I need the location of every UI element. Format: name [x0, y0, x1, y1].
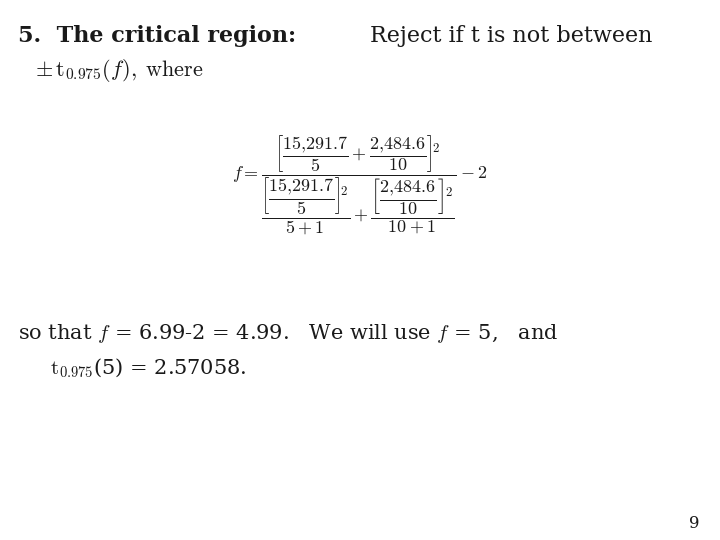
Text: 9: 9: [690, 515, 700, 532]
Text: $\pm\,\mathrm{t}_{0.975}(f),\;\mathrm{where}$: $\pm\,\mathrm{t}_{0.975}(f),\;\mathrm{wh…: [35, 57, 204, 84]
Text: $f = \dfrac{\left[\dfrac{15{,}291.7}{5}+\dfrac{2{,}484.6}{10}\right]^{\!2}}{\dfr: $f = \dfrac{\left[\dfrac{15{,}291.7}{5}+…: [233, 133, 487, 237]
Text: 5.  The critical region:: 5. The critical region:: [18, 25, 296, 47]
Text: so that $f$ = 6.99-2 = 4.99.   We will use $f$ = 5,   and: so that $f$ = 6.99-2 = 4.99. We will use…: [18, 322, 558, 345]
Text: $\mathrm{t}_{0.975}$(5) = 2.57058.: $\mathrm{t}_{0.975}$(5) = 2.57058.: [50, 357, 246, 380]
Text: Reject if t is not between: Reject if t is not between: [370, 25, 652, 47]
